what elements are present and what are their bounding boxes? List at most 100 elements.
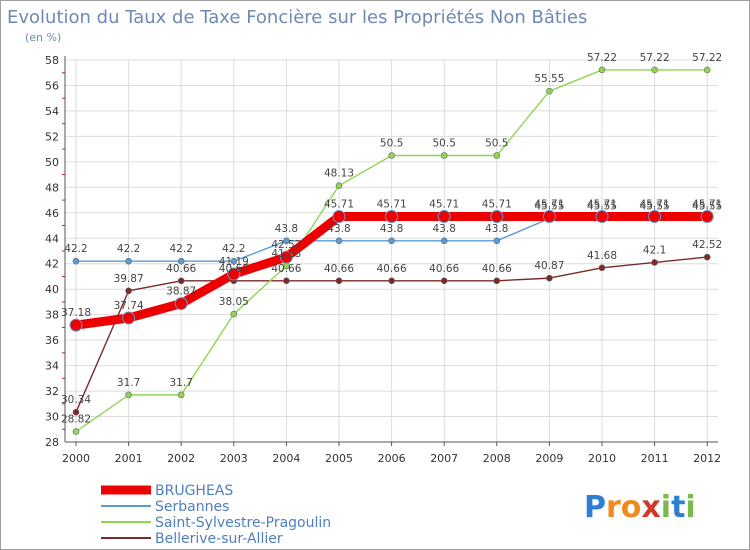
data-label-saint-sylvestre-pragoulin: 48.13 xyxy=(324,168,354,180)
data-point-brugheas xyxy=(700,209,714,223)
data-label-bellerive-sur-allier: 40.66 xyxy=(219,263,249,275)
data-label-saint-sylvestre-pragoulin: 55.55 xyxy=(534,73,564,85)
data-label-saint-sylvestre-pragoulin: 50.5 xyxy=(433,138,456,150)
data-label-bellerive-sur-allier: 40.66 xyxy=(429,263,459,275)
series xyxy=(69,66,714,435)
x-tick-label: 2007 xyxy=(430,452,458,465)
data-point-brugheas xyxy=(490,209,504,223)
proxiti-logo: Proxiti xyxy=(584,490,696,525)
y-tick-label: 52 xyxy=(45,130,59,143)
data-label-serbannes: 45.55 xyxy=(640,201,670,213)
x-tick-label: 2009 xyxy=(535,452,563,465)
data-label-brugheas: 45.71 xyxy=(534,198,564,210)
data-label-saint-sylvestre-pragoulin: 57.22 xyxy=(587,52,617,64)
data-point-bellerive-sur-allier xyxy=(388,277,395,285)
data-point-bellerive-sur-allier xyxy=(125,287,132,295)
y-tick-label: 48 xyxy=(45,181,59,194)
logo-letter: i xyxy=(661,490,671,525)
data-label-serbannes: 43.8 xyxy=(433,223,456,235)
y-tick-label: 42 xyxy=(45,258,59,271)
data-point-bellerive-sur-allier xyxy=(335,277,343,285)
x-tick-label: 2001 xyxy=(115,452,143,465)
x-tick-label: 2004 xyxy=(272,452,300,465)
data-point-brugheas xyxy=(332,209,346,223)
data-point-brugheas xyxy=(174,297,188,311)
data-label-saint-sylvestre-pragoulin: 50.5 xyxy=(380,138,403,150)
data-label-serbannes: 45.55 xyxy=(587,201,617,213)
data-point-saint-sylvestre-pragoulin xyxy=(440,152,448,159)
data-label-saint-sylvestre-pragoulin: 50.5 xyxy=(485,138,508,150)
data-point-brugheas xyxy=(279,250,293,264)
y-tick-label: 46 xyxy=(45,207,59,220)
x-tick-label: 2010 xyxy=(588,452,616,465)
data-label-brugheas: 45.71 xyxy=(324,198,354,210)
x-tick-label: 2011 xyxy=(641,452,669,465)
data-label-brugheas: 38.87 xyxy=(166,286,196,298)
data-label-brugheas: 45.71 xyxy=(377,198,407,210)
y-tick-label: 58 xyxy=(45,54,59,67)
data-label-bellerive-sur-allier: 30.34 xyxy=(61,394,91,406)
legend-label-serbannes: Serbannes xyxy=(155,499,229,515)
logo-letter: r xyxy=(606,490,621,525)
legend-label-saint-sylvestre-pragoulin: Saint-Sylvestre-Pragoulin xyxy=(155,515,331,531)
data-point-brugheas xyxy=(227,267,241,281)
logo-letter: t xyxy=(671,490,685,525)
data-point-serbannes xyxy=(72,257,80,265)
data-label-bellerive-sur-allier: 40.66 xyxy=(377,263,407,275)
y-tick-label: 50 xyxy=(45,156,59,169)
data-point-bellerive-sur-allier xyxy=(546,274,553,282)
data-point-brugheas xyxy=(437,209,451,223)
data-point-saint-sylvestre-pragoulin xyxy=(230,310,238,318)
data-label-bellerive-sur-allier: 42.52 xyxy=(692,239,722,251)
unit-label: (en %) xyxy=(25,31,61,44)
data-point-brugheas xyxy=(69,318,83,332)
data-label-bellerive-sur-allier: 40.66 xyxy=(271,263,301,275)
data-label-serbannes: 43.8 xyxy=(485,223,508,235)
data-label-saint-sylvestre-pragoulin: 57.22 xyxy=(640,52,670,64)
data-point-saint-sylvestre-pragoulin xyxy=(703,66,711,74)
data-label-serbannes: 45.55 xyxy=(692,201,722,213)
data-label-brugheas: 45.71 xyxy=(482,198,512,210)
data-label-saint-sylvestre-pragoulin: 31.7 xyxy=(117,377,140,389)
data-label-serbannes: 42.2 xyxy=(222,243,245,255)
data-point-serbannes xyxy=(335,237,343,245)
x-tick-label: 2000 xyxy=(62,452,90,465)
data-label-brugheas: 37.74 xyxy=(114,300,144,312)
data-label-bellerive-sur-allier: 40.66 xyxy=(482,263,512,275)
data-label-serbannes: 42.2 xyxy=(170,243,193,255)
data-point-bellerive-sur-allier xyxy=(72,408,80,416)
x-tick-label: 2012 xyxy=(693,452,721,465)
x-tick-label: 2008 xyxy=(483,452,511,465)
data-point-bellerive-sur-allier xyxy=(440,277,448,285)
data-point-saint-sylvestre-pragoulin xyxy=(177,391,185,399)
data-point-saint-sylvestre-pragoulin xyxy=(388,152,395,159)
data-label-serbannes: 43.8 xyxy=(275,223,298,235)
x-tick-label: 2006 xyxy=(378,452,406,465)
data-point-saint-sylvestre-pragoulin xyxy=(72,428,80,435)
legend: BRUGHEASSerbannesSaint-Sylvestre-Pragoul… xyxy=(101,483,331,547)
data-label-saint-sylvestre-pragoulin: 31.7 xyxy=(170,377,193,389)
data-label-saint-sylvestre-pragoulin: 38.05 xyxy=(219,296,249,308)
data-label-saint-sylvestre-pragoulin: 28.82 xyxy=(61,414,91,426)
y-tick-label: 30 xyxy=(45,411,59,424)
data-label-saint-sylvestre-pragoulin: 57.22 xyxy=(692,52,722,64)
data-label-serbannes: 45.55 xyxy=(534,201,564,213)
y-tick-label: 40 xyxy=(45,283,59,296)
data-point-bellerive-sur-allier xyxy=(651,259,658,266)
data-point-serbannes xyxy=(125,257,132,265)
data-point-serbannes xyxy=(283,237,290,245)
data-label-serbannes: 42.2 xyxy=(117,243,140,255)
data-label-serbannes: 42.2 xyxy=(64,243,87,255)
data-point-saint-sylvestre-pragoulin xyxy=(598,66,606,74)
data-labels: 30.34 39.87 40.66 40.66 40.66 40.66 40.66 40.66… xyxy=(61,52,722,426)
data-label-bellerive-sur-allier: 40.66 xyxy=(166,263,196,275)
data-label-brugheas: 45.71 xyxy=(429,198,459,210)
data-label-brugheas: 45.71 xyxy=(587,198,617,210)
y-tick-label: 38 xyxy=(45,309,59,322)
y-tick-label: 34 xyxy=(45,360,59,373)
y-tick-label: 56 xyxy=(45,79,59,92)
logo-letter: P xyxy=(584,490,606,525)
data-label-bellerive-sur-allier: 40.66 xyxy=(324,263,354,275)
